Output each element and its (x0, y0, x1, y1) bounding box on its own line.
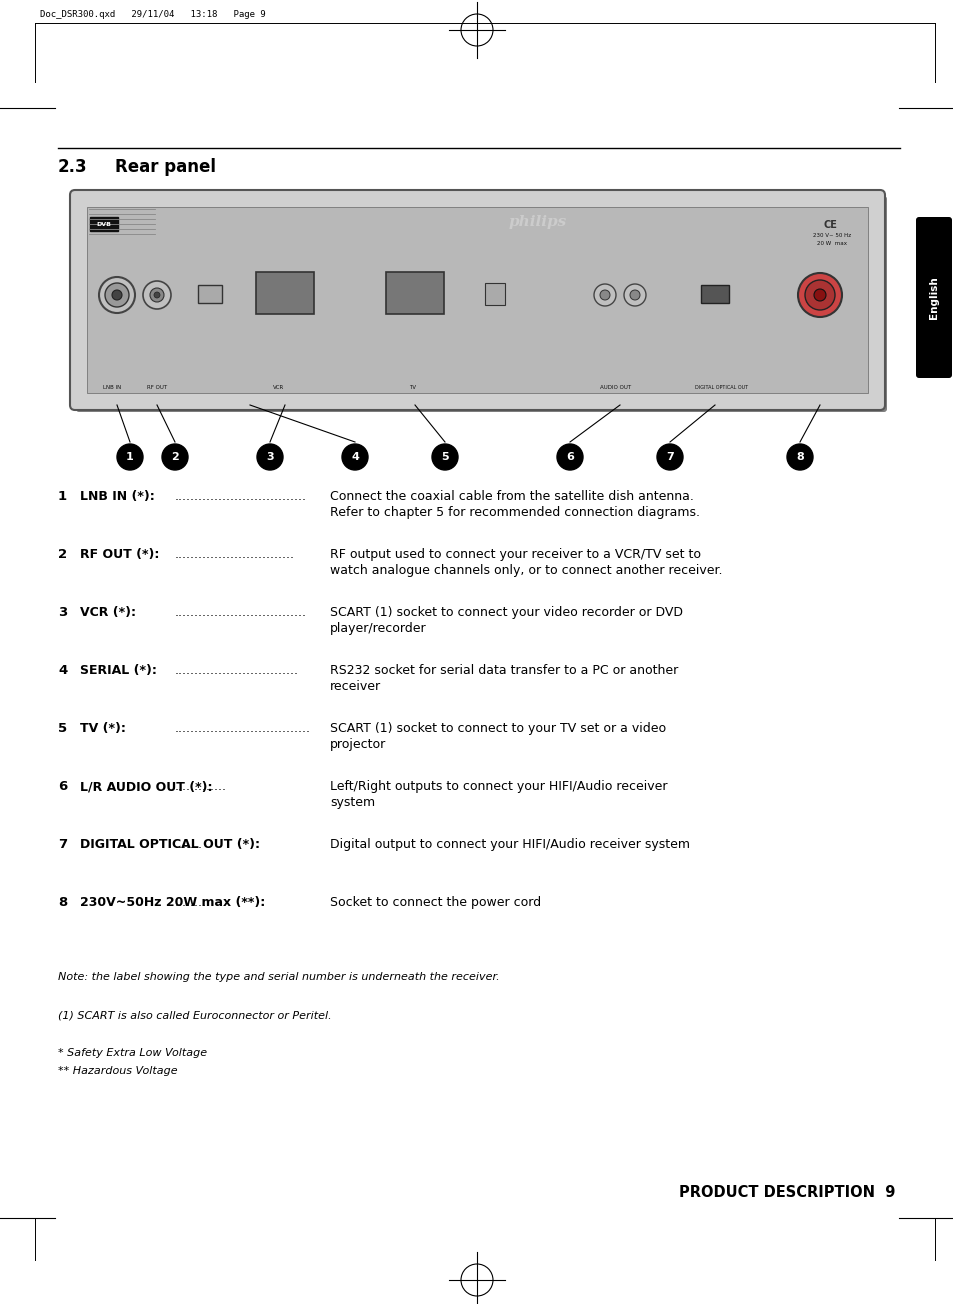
Text: English: English (928, 276, 938, 319)
Text: 2: 2 (58, 548, 67, 561)
FancyBboxPatch shape (386, 273, 443, 314)
Text: AUDIO OUT: AUDIO OUT (599, 385, 631, 390)
Text: receiver: receiver (330, 679, 381, 692)
Text: Doc_DSR300.qxd   29/11/04   13:18   Page 9: Doc_DSR300.qxd 29/11/04 13:18 Page 9 (40, 10, 266, 20)
Text: 2.3: 2.3 (58, 158, 88, 176)
Text: 6: 6 (565, 452, 574, 462)
Circle shape (162, 443, 188, 469)
Text: .................................: ................................. (174, 490, 307, 503)
Text: 230 V~ 50 Hz: 230 V~ 50 Hz (812, 233, 850, 239)
Text: Refer to chapter 5 for recommended connection diagrams.: Refer to chapter 5 for recommended conne… (330, 506, 700, 519)
Text: RF OUT (*):: RF OUT (*): (80, 548, 159, 561)
Text: 5: 5 (440, 452, 448, 462)
Text: PRODUCT DESCRIPTION  9: PRODUCT DESCRIPTION 9 (678, 1185, 894, 1200)
FancyBboxPatch shape (76, 196, 886, 412)
Text: 20 W  max: 20 W max (816, 241, 846, 246)
Circle shape (786, 443, 812, 469)
Bar (198, 286, 222, 303)
Text: .......: ....... (174, 838, 203, 852)
Text: Rear panel: Rear panel (115, 158, 215, 176)
Text: Left/Right outputs to connect your HIFI/Audio receiver: Left/Right outputs to connect your HIFI/… (330, 780, 667, 793)
Circle shape (594, 284, 616, 306)
Circle shape (256, 443, 283, 469)
Circle shape (629, 289, 639, 300)
Circle shape (623, 284, 645, 306)
Text: Digital output to connect your HIFI/Audio receiver system: Digital output to connect your HIFI/Audi… (330, 838, 689, 852)
Text: Socket to connect the power cord: Socket to connect the power cord (330, 896, 540, 909)
FancyBboxPatch shape (915, 216, 951, 378)
Circle shape (599, 289, 609, 300)
Text: 7: 7 (58, 838, 67, 852)
Text: TV (*):: TV (*): (80, 722, 126, 735)
Text: 8: 8 (58, 896, 67, 909)
Circle shape (105, 283, 129, 306)
Text: VCR (*):: VCR (*): (80, 606, 136, 619)
Text: ..............................: .............................. (174, 548, 294, 561)
Circle shape (813, 289, 825, 301)
Text: DVB: DVB (96, 222, 112, 227)
Text: 8: 8 (796, 452, 803, 462)
Text: 3: 3 (266, 452, 274, 462)
Text: 230V~50Hz 20W max (**):: 230V~50Hz 20W max (**): (80, 896, 265, 909)
Text: philips: philips (508, 215, 566, 230)
Text: 5: 5 (58, 722, 67, 735)
Circle shape (117, 443, 143, 469)
Circle shape (657, 443, 682, 469)
Text: L/R AUDIO OUT (*):: L/R AUDIO OUT (*): (80, 780, 213, 793)
Bar (90, 216, 118, 231)
Text: 1: 1 (126, 452, 133, 462)
Text: LNB IN: LNB IN (103, 385, 121, 390)
Text: RS232 socket for serial data transfer to a PC or another: RS232 socket for serial data transfer to… (330, 664, 678, 677)
Text: system: system (330, 795, 375, 808)
Circle shape (804, 280, 834, 310)
Text: SERIAL (*):: SERIAL (*): (80, 664, 156, 677)
Bar (918, 220, 948, 376)
Text: TV: TV (409, 385, 416, 390)
Text: ..................................: .................................. (174, 722, 311, 735)
Text: SCART (1) socket to connect to your TV set or a video: SCART (1) socket to connect to your TV s… (330, 722, 665, 735)
Circle shape (797, 273, 841, 317)
Bar (484, 283, 504, 305)
Circle shape (557, 443, 582, 469)
Text: Connect the coaxial cable from the satellite dish antenna.: Connect the coaxial cable from the satel… (330, 490, 693, 503)
Text: 1: 1 (58, 490, 67, 503)
Text: player/recorder: player/recorder (330, 622, 426, 635)
Text: .............: ............. (174, 780, 227, 793)
Text: LNB IN (*):: LNB IN (*): (80, 490, 154, 503)
Text: projector: projector (330, 738, 386, 751)
Text: .................................: ................................. (174, 606, 307, 619)
Text: 4: 4 (351, 452, 358, 462)
Text: * Safety Extra Low Voltage: * Safety Extra Low Voltage (58, 1048, 207, 1058)
Circle shape (341, 443, 368, 469)
Circle shape (112, 289, 122, 300)
Circle shape (432, 443, 457, 469)
Text: DIGITAL OPTICAL OUT: DIGITAL OPTICAL OUT (695, 385, 747, 390)
Text: 4: 4 (58, 664, 67, 677)
Text: 3: 3 (58, 606, 67, 619)
Circle shape (143, 280, 171, 309)
Circle shape (150, 288, 164, 303)
Text: RF output used to connect your receiver to a VCR/TV set to: RF output used to connect your receiver … (330, 548, 700, 561)
FancyBboxPatch shape (255, 273, 314, 314)
Text: ** Hazardous Voltage: ** Hazardous Voltage (58, 1065, 177, 1076)
Text: 7: 7 (665, 452, 673, 462)
Text: watch analogue channels only, or to connect another receiver.: watch analogue channels only, or to conn… (330, 565, 721, 576)
Text: .........: ......... (174, 896, 211, 909)
Bar (87, 207, 867, 393)
Text: DIGITAL OPTICAL OUT (*):: DIGITAL OPTICAL OUT (*): (80, 838, 260, 852)
Text: CE: CE (822, 220, 836, 230)
Text: RF OUT: RF OUT (147, 385, 167, 390)
Bar (700, 286, 728, 303)
FancyBboxPatch shape (70, 190, 884, 409)
Text: Note: the label showing the type and serial number is underneath the receiver.: Note: the label showing the type and ser… (58, 971, 499, 982)
Text: 6: 6 (58, 780, 67, 793)
Circle shape (99, 276, 135, 313)
Text: (1) SCART is also called Euroconnector or Peritel.: (1) SCART is also called Euroconnector o… (58, 1011, 332, 1020)
Text: 2: 2 (171, 452, 178, 462)
Text: ...............................: ............................... (174, 664, 298, 677)
Circle shape (153, 292, 160, 299)
Text: VCR: VCR (273, 385, 284, 390)
Text: SCART (1) socket to connect your video recorder or DVD: SCART (1) socket to connect your video r… (330, 606, 682, 619)
